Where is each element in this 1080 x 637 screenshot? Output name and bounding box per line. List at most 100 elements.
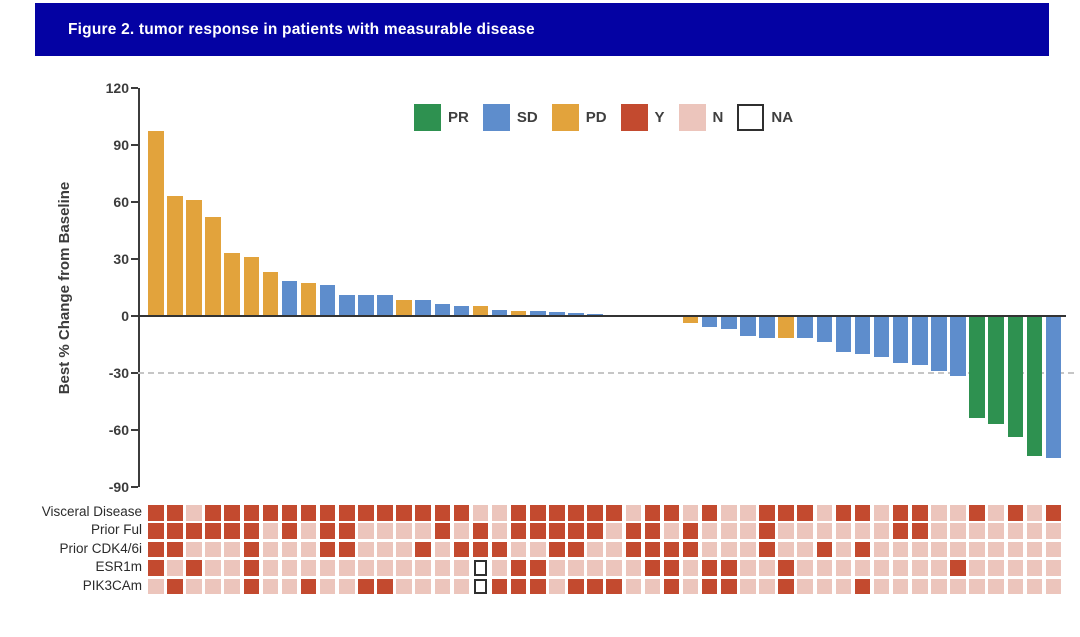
heatmap-cell (816, 541, 832, 558)
patient-bar (510, 310, 527, 316)
patient-bar (205, 216, 221, 316)
patient-bar (224, 252, 240, 316)
heatmap-cell (950, 523, 966, 539)
heatmap-cell (701, 578, 718, 595)
heatmap-cell (759, 523, 775, 539)
heatmap-cell (453, 505, 470, 521)
heatmap-cell (339, 541, 355, 558)
heatmap-cell (148, 541, 164, 558)
y-tick-mark (131, 314, 138, 317)
heatmap-cell (549, 578, 565, 595)
legend-label: NA (771, 109, 794, 126)
heatmap-cell (491, 505, 508, 521)
heatmap-cell (224, 523, 240, 539)
heatmap-cell (224, 560, 240, 576)
heatmap-cell (530, 523, 546, 539)
heatmap-cell (319, 560, 336, 576)
y-tick-label: 60 (113, 193, 129, 210)
heatmap-cell (721, 505, 737, 521)
heatmap-cell (873, 560, 890, 576)
patient-bar (300, 283, 317, 316)
heatmap-cell (797, 578, 813, 595)
heatmap-cell (931, 505, 947, 521)
figure-title: Figure 2. tumor response in patients wit… (68, 20, 535, 38)
heatmap-cell (262, 505, 279, 521)
heatmap-row-label: PIK3CAm (82, 577, 142, 593)
heatmap-cell (472, 523, 489, 539)
heatmap-cell (663, 505, 680, 521)
patient-bar (701, 315, 718, 327)
heatmap-cell (434, 505, 450, 521)
patient-bar (262, 271, 279, 316)
heatmap-cell (453, 541, 470, 558)
heatmap-cell (474, 560, 487, 576)
heatmap-cell (721, 560, 737, 576)
heatmap-cell (644, 541, 661, 558)
patient-bar (1045, 315, 1062, 458)
patient-bar (148, 131, 164, 316)
heatmap-cell (663, 523, 680, 539)
patient-bar (721, 315, 737, 329)
heatmap-cell (1026, 541, 1043, 558)
heatmap-cell (1007, 578, 1023, 595)
heatmap-cell (243, 541, 259, 558)
heatmap-cell (568, 578, 584, 595)
y-tick-label: -90 (108, 478, 129, 495)
patient-bar (892, 315, 909, 363)
patient-bar (931, 315, 947, 371)
y-tick-label: 30 (113, 250, 129, 267)
heatmap-cell (300, 523, 317, 539)
heatmap-cell (186, 505, 202, 521)
patient-bar (912, 315, 928, 365)
patient-bar (358, 294, 374, 316)
patient-bar (415, 300, 431, 316)
heatmap-cell (205, 578, 221, 595)
heatmap-cell (740, 541, 756, 558)
heatmap-cell (339, 523, 355, 539)
heatmap-cell (740, 578, 756, 595)
heatmap-cell (1045, 505, 1062, 521)
heatmap-cell (873, 523, 890, 539)
legend-label: PD (585, 109, 607, 126)
heatmap-cell (434, 578, 450, 595)
heatmap-cell (167, 541, 183, 558)
heatmap-cell (644, 505, 661, 521)
heatmap-cell (339, 578, 355, 595)
heatmap-cell (453, 578, 470, 595)
legend-label: SD (516, 109, 538, 126)
heatmap-cell (606, 523, 622, 539)
heatmap-cell (988, 523, 1004, 539)
heatmap-cell (816, 523, 832, 539)
patient-bar (281, 281, 298, 316)
heatmap-cell (721, 523, 737, 539)
heatmap-cell (1007, 541, 1023, 558)
heatmap-cell (224, 578, 240, 595)
heatmap-cell (358, 523, 374, 539)
heatmap-cell (396, 505, 412, 521)
heatmap-cell (759, 560, 775, 576)
heatmap-cell (682, 505, 699, 521)
heatmap-cell (988, 560, 1004, 576)
heatmap-cell (568, 523, 584, 539)
patient-bar (816, 315, 832, 343)
heatmap-cell (319, 523, 336, 539)
heatmap-cell (950, 541, 966, 558)
heatmap-cell (339, 505, 355, 521)
heatmap-cell (281, 523, 298, 539)
heatmap-cell (988, 541, 1004, 558)
heatmap-cell (1007, 560, 1023, 576)
y-tick-mark (131, 257, 138, 260)
heatmap-cell (510, 578, 527, 595)
heatmap-cell (510, 560, 527, 576)
heatmap-cell (587, 560, 603, 576)
heatmap-cell (625, 541, 641, 558)
heatmap-cell (644, 560, 661, 576)
heatmap-cell (950, 505, 966, 521)
heatmap-cell (148, 578, 164, 595)
heatmap-cell (549, 523, 565, 539)
patient-bar (377, 294, 393, 316)
legend-swatch-pd (551, 104, 579, 131)
heatmap-cell (358, 505, 374, 521)
heatmap-cell (969, 578, 985, 595)
patient-bar (950, 315, 966, 377)
